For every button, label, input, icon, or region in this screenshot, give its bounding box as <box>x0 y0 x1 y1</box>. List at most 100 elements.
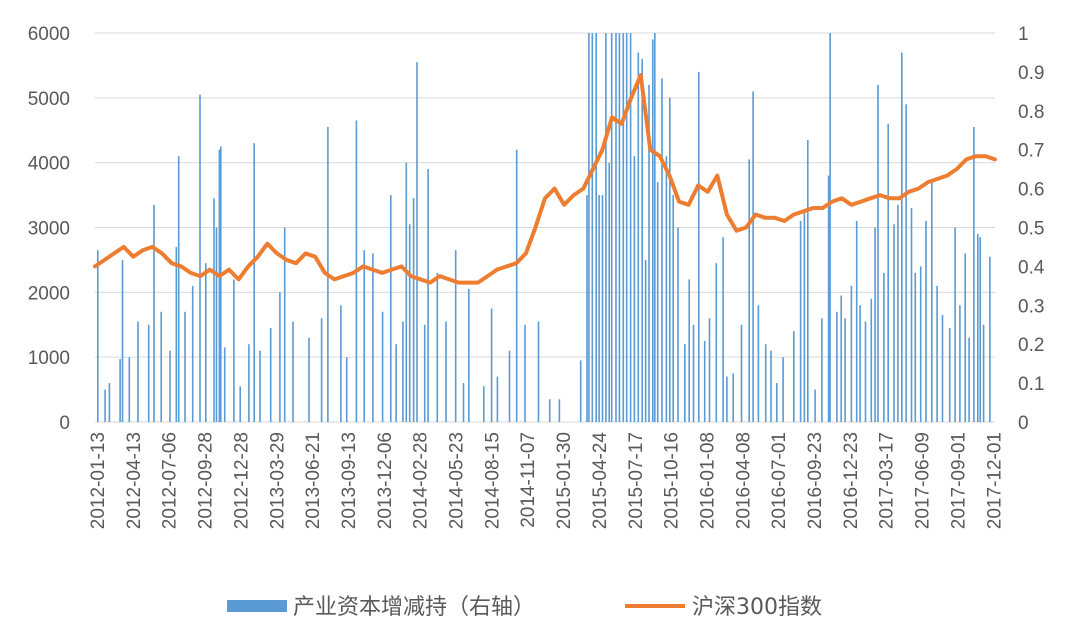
bar <box>654 33 656 422</box>
bar <box>588 33 590 422</box>
bar <box>402 321 404 422</box>
x-tick-label: 2013-06-21 <box>303 432 324 529</box>
bar <box>462 383 465 422</box>
bar <box>579 360 582 422</box>
bar <box>829 33 831 422</box>
x-tick-label: 2012-09-28 <box>196 432 217 529</box>
bar <box>128 357 131 422</box>
y-right-tick-label: 0.9 <box>1018 63 1044 84</box>
bar <box>586 195 588 422</box>
x-tick-label: 2013-03-29 <box>267 432 288 529</box>
bar <box>644 259 647 422</box>
bar-series <box>97 33 991 423</box>
x-tick-label: 2017-03-17 <box>877 432 898 529</box>
bar <box>108 383 111 422</box>
bar <box>764 344 767 422</box>
y-right-tick-label: 0.1 <box>1018 374 1044 395</box>
bar <box>807 140 809 422</box>
x-tick-label: 2012-04-13 <box>124 432 145 529</box>
x-tick-label: 2012-12-28 <box>231 432 252 529</box>
bar <box>177 156 180 422</box>
bar <box>982 324 985 423</box>
bar <box>793 331 795 422</box>
bar <box>153 204 155 422</box>
bar <box>770 350 772 422</box>
bar <box>169 350 171 422</box>
bar <box>941 315 944 422</box>
bar <box>821 318 823 422</box>
bar <box>121 259 124 422</box>
bar <box>648 84 650 423</box>
bar <box>677 227 679 422</box>
x-tick-label: 2016-04-08 <box>733 432 754 529</box>
bar <box>757 305 760 422</box>
y-left-tick-label: 4000 <box>28 154 70 175</box>
bar <box>119 359 121 422</box>
bar <box>137 321 139 422</box>
bar <box>340 305 342 422</box>
bar <box>661 78 663 423</box>
x-tick-label: 2016-01-08 <box>697 432 718 529</box>
bar <box>496 376 499 422</box>
bar <box>372 253 374 422</box>
gridlines <box>95 32 995 423</box>
bar <box>803 211 806 422</box>
bar <box>608 162 610 422</box>
bar <box>989 256 991 422</box>
bar <box>864 321 867 422</box>
bar <box>184 311 186 422</box>
bar <box>931 182 933 422</box>
bar <box>703 341 706 422</box>
bar <box>515 149 518 422</box>
bar <box>897 204 899 422</box>
bar <box>558 399 561 422</box>
bar <box>390 195 392 422</box>
bar <box>160 311 162 422</box>
y-left-tick-label: 2000 <box>28 283 70 304</box>
x-axis-ticks: 2012-01-13 2012-04-13 2012-07-06 2012-09-28… <box>88 432 1005 530</box>
bar <box>973 127 975 422</box>
bar <box>269 328 272 422</box>
bar <box>959 305 961 422</box>
bar <box>740 324 743 423</box>
bar <box>732 373 734 422</box>
bar <box>893 224 895 422</box>
bar <box>490 308 493 422</box>
bar <box>827 175 830 422</box>
bar <box>427 169 429 422</box>
bar <box>665 156 668 422</box>
bar <box>836 311 838 422</box>
legend-line-label: 沪深300指数 <box>692 595 822 620</box>
bar <box>954 227 956 422</box>
bar <box>595 33 597 422</box>
bar <box>610 33 613 422</box>
bar <box>213 198 215 422</box>
bar <box>726 376 728 422</box>
line-series <box>93 73 997 285</box>
bar <box>814 389 816 422</box>
bar <box>416 62 418 422</box>
x-tick-label: 2013-09-13 <box>339 432 360 529</box>
bar <box>381 311 384 422</box>
bar <box>855 221 858 422</box>
x-tick-label: 2016-09-23 <box>805 432 826 529</box>
bar <box>799 221 802 422</box>
y-left-tick-label: 5000 <box>28 89 70 110</box>
x-tick-label: 2013-12-06 <box>375 432 396 529</box>
bar <box>715 263 718 422</box>
x-tick-label: 2012-07-06 <box>160 432 181 529</box>
bar <box>748 159 750 422</box>
y-right-tick-label: 0.3 <box>1018 296 1044 317</box>
bar <box>752 91 754 423</box>
bar <box>395 344 397 422</box>
bar <box>292 321 294 422</box>
x-tick-label: 2016-12-23 <box>841 432 862 529</box>
bar <box>840 295 842 422</box>
bar <box>537 321 540 422</box>
bar <box>708 318 711 422</box>
bar <box>283 227 286 422</box>
bar <box>215 227 218 422</box>
bar <box>936 285 938 422</box>
bar <box>147 324 150 423</box>
